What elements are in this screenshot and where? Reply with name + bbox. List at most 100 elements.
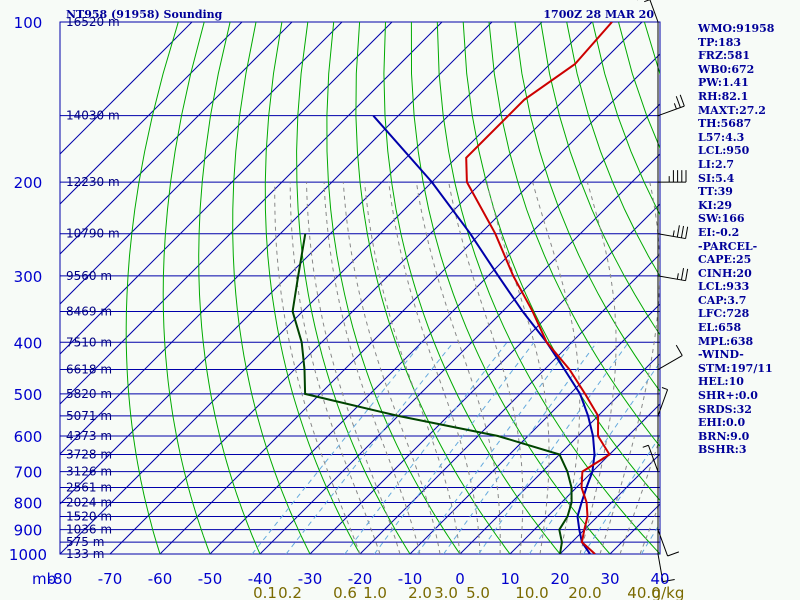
temperature-tick-label: -40	[248, 570, 273, 588]
wind-barb-feather	[676, 273, 679, 280]
dry-adiabat-line	[462, 22, 660, 502]
pressure-tick-label: 700	[14, 464, 43, 482]
parameter-item: STM:197/11	[698, 361, 773, 375]
mixing-ratio-label: 0.2	[278, 584, 302, 600]
isotherm-line	[359, 253, 660, 554]
isotherm-line	[309, 203, 660, 554]
temperature-tick-label: 10	[500, 570, 519, 588]
wind-barb	[657, 389, 669, 417]
wind-barb	[657, 553, 664, 582]
isotherm-line	[159, 53, 660, 554]
parameter-item: TP:183	[698, 35, 742, 49]
dry-adiabat-line	[198, 22, 261, 554]
height-label: 8469 m	[66, 304, 112, 318]
parameter-item: LFC:728	[698, 307, 750, 321]
wind-barb-feather	[680, 268, 685, 281]
dry-adiabat-line	[514, 22, 660, 393]
dry-adiabat-line	[566, 22, 660, 278]
dry-adiabat-line	[488, 22, 660, 448]
moist-adiabat-line	[486, 181, 550, 554]
parameter-item: HEL:10	[698, 375, 744, 389]
height-label: 6618 m	[66, 363, 112, 377]
datetime-label: 1700Z 28 MAR 20	[543, 8, 654, 21]
parameter-item: RH:82.1	[698, 89, 749, 103]
height-label: 2561 m	[66, 481, 112, 495]
mixing-ratio-label: 5.0	[466, 584, 490, 600]
parameter-item: LCL:933	[698, 280, 750, 294]
wind-barb-feather	[685, 226, 689, 239]
height-label: 3728 m	[66, 447, 112, 461]
pressure-tick-label: 900	[14, 522, 43, 540]
mixing-ratio-label: 20.0	[568, 584, 601, 600]
parameter-item: CINH:20	[698, 266, 752, 280]
parameter-item: SI:5.4	[698, 171, 735, 185]
temperature-tick-label: 20	[550, 570, 569, 588]
wind-barb-feather	[673, 103, 677, 110]
wind-barb-feather	[679, 94, 685, 107]
moist-adiabat-line	[619, 436, 660, 554]
parameter-item: CAPE:25	[698, 253, 752, 267]
temperature-tick-label: 40	[650, 570, 669, 588]
height-label: 2024 m	[66, 495, 112, 509]
dry-adiabat-line	[410, 22, 611, 554]
isotherm-line	[509, 403, 660, 554]
temperature-trace	[465, 22, 613, 554]
temperature-tick-label: -30	[298, 570, 323, 588]
mixing-ratio-label: 2.0	[408, 584, 432, 600]
temperature-tick-label: -80	[48, 570, 73, 588]
mixing-ratio-line	[344, 341, 508, 554]
parameter-item: LCL:950	[698, 144, 750, 158]
parameter-item: PW:1.41	[698, 76, 749, 90]
isotherm-line	[60, 22, 343, 305]
parameter-item: EI:-0.2	[698, 225, 740, 239]
temperature-tick-label: -10	[398, 570, 423, 588]
height-label: 133 m	[66, 547, 104, 561]
wind-barb-feather	[675, 96, 681, 108]
height-label: 9560 m	[66, 269, 112, 283]
wind-barb	[647, 445, 659, 472]
parameter-item: TH:5687	[698, 117, 752, 131]
pressure-tick-label: 400	[14, 334, 43, 352]
parameter-item: TT:39	[698, 185, 733, 199]
height-label: 4373 m	[66, 429, 112, 443]
wind-barb-column	[637, 0, 689, 583]
wind-barb-feather	[644, 0, 651, 3]
dry-adiabat-line	[326, 22, 461, 554]
parameter-item: WMO:91958	[698, 22, 775, 35]
height-label: 1520 m	[66, 509, 112, 523]
isotherm-line	[60, 22, 543, 505]
parameter-item: BSHR:3	[698, 443, 747, 457]
mixing-ratio-line	[640, 522, 660, 554]
parameter-item: -PARCEL-	[698, 239, 758, 253]
temperature-tick-label: -20	[348, 570, 373, 588]
sounding-parameters: WMO:91958 TP:183 FRZ:581 WB0:672 PW:1.41 RH:8…	[698, 22, 800, 457]
wind-barb-feather	[676, 225, 680, 238]
isotherm-line	[60, 22, 593, 554]
parameter-item: KI:29	[698, 198, 733, 212]
temperature-tick-label: 30	[600, 570, 619, 588]
isotherm-line	[559, 453, 660, 554]
height-label: 1036 m	[66, 523, 112, 537]
pressure-tick-label: 100	[14, 14, 43, 32]
plot-grid	[59, 21, 661, 555]
wind-barb-feather	[642, 444, 649, 448]
dry-adiabat-line	[125, 22, 179, 554]
pressure-tick-label: 200	[14, 174, 43, 192]
height-label: 5820 m	[66, 387, 112, 401]
parameter-item: EHI:0.0	[698, 416, 746, 430]
height-label: 14030 m	[66, 109, 120, 123]
parameter-item: CAP:3.7	[698, 293, 747, 307]
mixing-ratio-line	[583, 435, 660, 554]
dewpoint-trace	[291, 233, 573, 554]
moist-adiabat-line	[599, 182, 660, 554]
moist-adiabat-line	[388, 182, 481, 554]
mixing-ratio-line	[373, 341, 535, 554]
moist-adiabat-line	[579, 181, 617, 554]
parameter-item: WB0:672	[698, 62, 755, 76]
mixing-ratio-label: 40.0	[627, 584, 660, 600]
wind-barb-feather	[662, 578, 675, 583]
temperature-tick-label: 0	[455, 570, 465, 588]
mixing-ratio-label: 0.1	[253, 584, 277, 600]
parameter-item: BRN:9.0	[698, 429, 750, 443]
